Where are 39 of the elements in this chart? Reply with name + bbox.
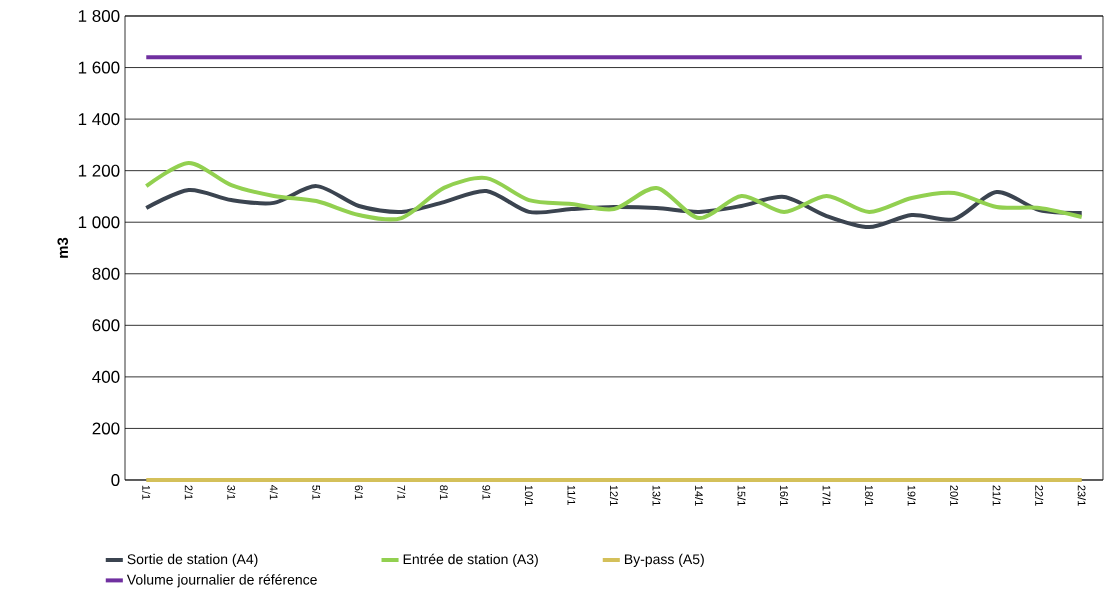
x-tick-label: 21/1 <box>992 485 1001 506</box>
x-tick-label: 13/1 <box>652 485 661 506</box>
x-tick-label: 16/1 <box>780 485 789 506</box>
x-tick-label: 19/1 <box>907 485 916 506</box>
y-tick-label: 1 000 <box>78 216 120 229</box>
x-tick-label: 14/1 <box>695 485 704 506</box>
y-tick-label: 1 400 <box>78 113 120 126</box>
x-tick-label: 3/1 <box>227 485 236 500</box>
x-tick-label: 23/1 <box>1077 485 1086 506</box>
y-tick-label: 800 <box>92 267 120 280</box>
x-tick-label: 9/1 <box>482 485 491 500</box>
x-tick-label: 20/1 <box>950 485 959 506</box>
y-tick-label: 400 <box>92 370 120 383</box>
legend-label: By-pass (A5) <box>624 553 704 567</box>
y-tick-label: 0 <box>111 473 120 487</box>
y-axis-title: m3 <box>57 237 69 258</box>
y-tick-label: 600 <box>92 319 120 332</box>
y-tick-label: 1 600 <box>78 61 120 74</box>
line-series <box>144 160 1084 222</box>
x-tick-label: 5/1 <box>312 485 321 500</box>
x-tick-label: 7/1 <box>397 485 406 500</box>
y-tick-label: 200 <box>92 422 120 435</box>
x-tick-label: 1/1 <box>142 485 151 500</box>
x-tick-label: 17/1 <box>822 485 831 506</box>
x-tick-label: 2/1 <box>184 485 193 500</box>
x-tick-label: 12/1 <box>609 485 619 506</box>
y-tick-label: 1 200 <box>78 164 120 177</box>
x-tick-label: 11/1 <box>567 485 576 505</box>
x-tick-label: 6/1 <box>354 485 363 500</box>
x-tick-label: 22/1 <box>1035 485 1044 506</box>
y-tick-label: 1 800 <box>78 9 120 23</box>
x-tick-label: 4/1 <box>269 485 278 500</box>
x-tick-label: 8/1 <box>439 485 448 500</box>
x-tick-label: 18/1 <box>865 485 874 506</box>
legend-label: Volume journalier de référence <box>126 574 317 588</box>
legend-label: Sortie de station (A4) <box>127 553 258 567</box>
x-tick-label: 10/1 <box>524 485 533 506</box>
legend-label: Entrée de station (A3) <box>403 553 538 567</box>
x-tick-label: 15/1 <box>737 485 746 506</box>
